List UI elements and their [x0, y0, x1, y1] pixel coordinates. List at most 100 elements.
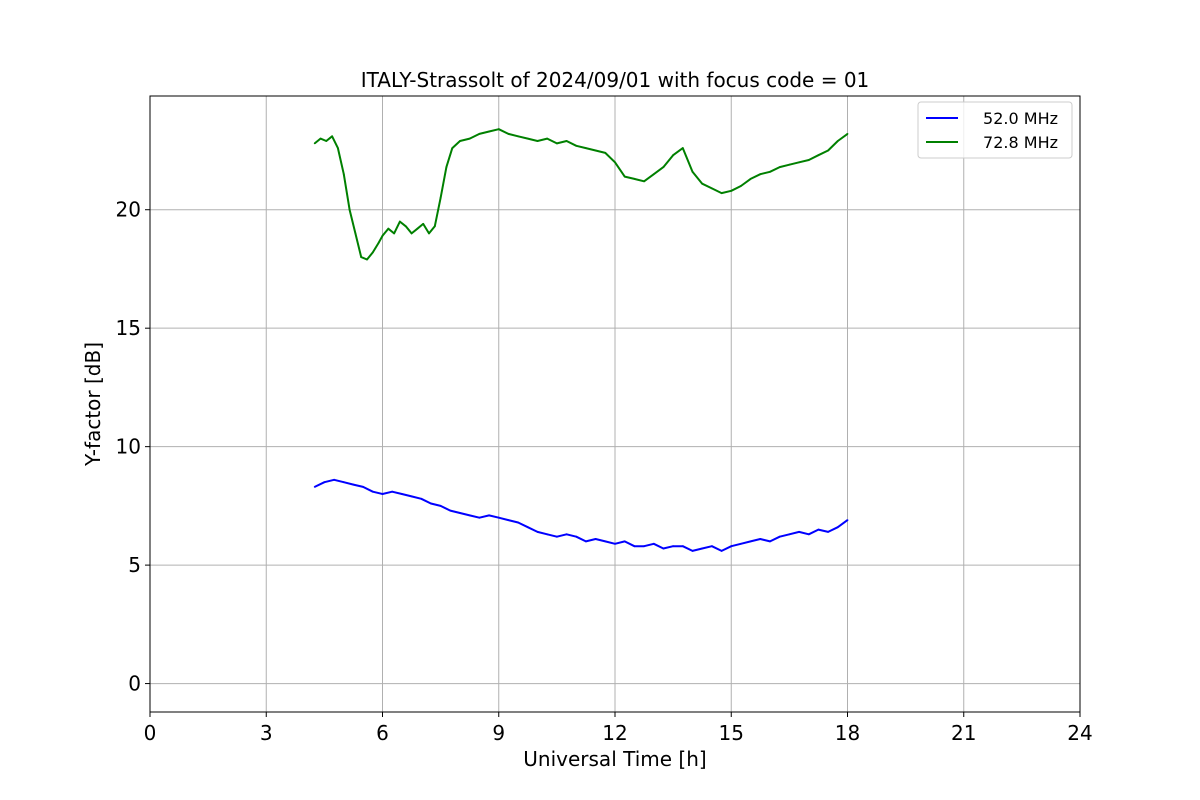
- chart-title: ITALY-Strassolt of 2024/09/01 with focus…: [361, 68, 870, 92]
- data-point: [827, 149, 829, 152]
- data-point: [807, 159, 810, 161]
- data-point: [633, 178, 636, 180]
- data-point: [371, 490, 374, 493]
- x-tick-label: 18: [835, 721, 860, 745]
- data-point: [313, 486, 316, 488]
- y-tick-label: 20: [116, 198, 141, 222]
- data-point: [342, 481, 345, 484]
- data-point: [740, 542, 742, 545]
- data-point: [711, 187, 713, 190]
- data-point: [507, 519, 510, 521]
- data-point: [381, 493, 384, 495]
- data-point: [393, 232, 395, 235]
- x-axis-label: Universal Time [h]: [523, 747, 706, 771]
- data-point: [497, 516, 500, 519]
- data-point: [633, 545, 636, 548]
- data-point: [387, 227, 390, 230]
- data-point: [420, 497, 423, 500]
- data-point: [507, 133, 510, 135]
- data-point: [778, 166, 781, 169]
- data-point: [652, 173, 655, 176]
- data-point: [459, 512, 461, 514]
- data-point: [846, 133, 849, 135]
- data-point: [827, 531, 829, 533]
- data-point: [769, 540, 771, 543]
- data-point: [643, 180, 645, 183]
- data-point: [585, 147, 587, 150]
- data-point: [451, 147, 454, 150]
- data-point: [342, 173, 345, 176]
- y-axis-label: Y-factor [dB]: [81, 342, 105, 467]
- data-point: [749, 540, 752, 543]
- data-point: [730, 189, 733, 192]
- data-point: [401, 493, 403, 495]
- data-point: [488, 514, 490, 517]
- data-point: [433, 225, 436, 228]
- legend-box: [917, 101, 1073, 159]
- data-point: [836, 140, 839, 142]
- data-point: [701, 547, 704, 550]
- data-point: [788, 163, 791, 166]
- data-point: [769, 170, 771, 173]
- legend: 52.0 MHz 72.8 MHz: [917, 101, 1073, 159]
- data-point: [536, 531, 539, 533]
- x-tick-label: 15: [719, 721, 744, 745]
- data-point: [410, 495, 413, 498]
- data-point: [788, 533, 791, 536]
- data-point: [459, 140, 461, 142]
- series-line: [314, 478, 849, 552]
- ticks: 0 3 6 9 12 15 18 21 24 0 5 10 15 20: [116, 198, 1093, 745]
- data-point: [362, 486, 364, 488]
- y-tick-label: 0: [128, 672, 141, 696]
- y-tick-label: 5: [128, 553, 141, 577]
- data-point: [817, 154, 820, 157]
- data-point: [536, 140, 539, 142]
- data-point: [337, 147, 339, 150]
- data-point: [614, 161, 616, 164]
- legend-label: 72.8 MHz: [983, 133, 1058, 152]
- data-point: [556, 535, 558, 538]
- data-point: [778, 535, 781, 538]
- x-tick-label: 0: [144, 721, 157, 745]
- data-point: [546, 533, 549, 536]
- data-point: [422, 223, 425, 225]
- data-point: [585, 540, 587, 543]
- data-point: [681, 545, 684, 548]
- x-tick-label: 24: [1067, 721, 1092, 745]
- data-point: [575, 144, 578, 147]
- data-point: [565, 533, 568, 536]
- data-point: [517, 135, 519, 138]
- series-line: [314, 128, 849, 261]
- data-point: [478, 133, 481, 135]
- data-point: [759, 538, 762, 540]
- y-tick-label: 15: [116, 316, 141, 340]
- data-point: [594, 538, 597, 540]
- data-point: [798, 161, 800, 164]
- y-tick-label: 10: [116, 435, 141, 459]
- x-tick-label: 9: [492, 721, 505, 745]
- data-point: [439, 197, 442, 199]
- data-point: [740, 185, 742, 187]
- data-point: [319, 137, 322, 140]
- legend-label: 52.0 MHz: [983, 109, 1058, 128]
- data-point: [360, 256, 363, 258]
- x-tick-label: 6: [376, 721, 389, 745]
- x-tick-label: 21: [951, 721, 976, 745]
- data-point: [399, 220, 401, 223]
- data-point: [430, 502, 432, 505]
- data-point: [643, 545, 645, 548]
- data-point: [352, 483, 355, 486]
- data-point: [730, 545, 733, 548]
- data-point: [391, 490, 394, 493]
- data-point: [331, 135, 333, 138]
- data-point: [701, 182, 704, 185]
- data-point: [691, 170, 694, 173]
- x-tick-label: 3: [260, 721, 273, 745]
- data-point: [720, 192, 723, 195]
- data-point: [468, 137, 471, 140]
- data-point: [565, 140, 568, 142]
- data-point: [662, 547, 665, 550]
- data-point: [404, 225, 407, 228]
- data-point: [798, 531, 800, 533]
